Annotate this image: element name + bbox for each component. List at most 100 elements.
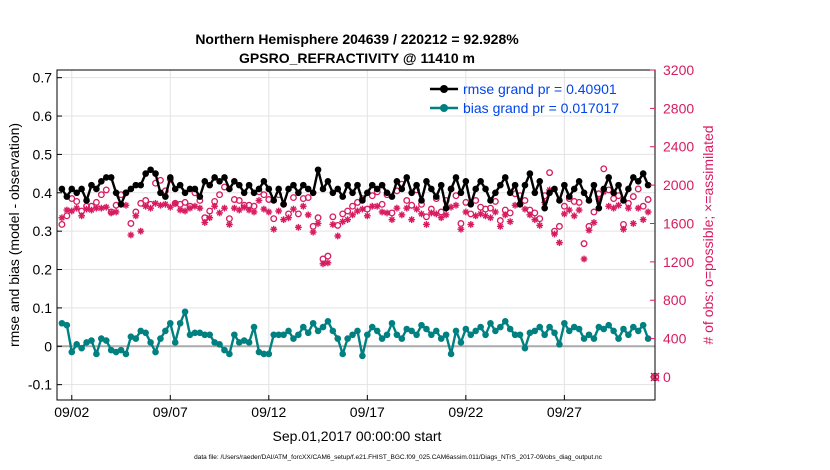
- rmse-point: [423, 177, 430, 185]
- possible-obs-point: [575, 198, 583, 206]
- assimilated-obs-point: [255, 197, 263, 204]
- rmse-point: [344, 181, 351, 189]
- rmse-point: [432, 193, 440, 200]
- possible-obs-point: [403, 197, 411, 204]
- y-tick-label-right: 2000: [663, 177, 694, 193]
- assimilated-obs-point: [388, 216, 396, 224]
- assimilated-obs-point: [216, 209, 223, 217]
- rmse-point: [270, 197, 278, 204]
- bias-point: [452, 327, 460, 335]
- assimilated-obs-point: [176, 206, 184, 214]
- asterisk-stroke: [630, 220, 637, 227]
- rmse-point: [501, 174, 509, 181]
- assimilated-obs-point: [265, 208, 273, 216]
- asterisk-stroke: [581, 256, 587, 262]
- bias-point: [299, 323, 307, 331]
- rmse-point: [354, 181, 361, 189]
- asterisk-stroke: [211, 203, 218, 210]
- rmse-point: [73, 189, 81, 197]
- legend-rmse-marker: [440, 85, 448, 93]
- asterisk-stroke: [261, 206, 267, 212]
- bias-point: [511, 331, 519, 339]
- asterisk-stroke: [246, 207, 252, 213]
- asterisk-stroke: [73, 205, 80, 212]
- rmse-point: [191, 185, 199, 193]
- asterisk-stroke: [137, 228, 144, 235]
- bias-point: [349, 331, 356, 339]
- asterisk-stroke: [147, 205, 154, 212]
- asterisk-stroke: [349, 211, 356, 218]
- bias-point: [319, 323, 327, 331]
- asterisk-stroke: [241, 204, 248, 211]
- possible-obs-point: [309, 222, 317, 230]
- rmse-point: [102, 174, 110, 181]
- assimilated-obs-point: [383, 209, 391, 217]
- possible-obs-point: [324, 252, 332, 260]
- asterisk-stroke: [492, 209, 499, 215]
- bias-point: [354, 327, 361, 335]
- asterisk-stroke: [566, 207, 573, 213]
- bias-point: [536, 323, 544, 331]
- rmse-point: [240, 189, 248, 197]
- bias-point: [423, 325, 430, 333]
- assimilated-obs-point: [122, 201, 130, 209]
- bias-point: [176, 319, 184, 327]
- assimilated-obs-point: [161, 200, 169, 208]
- possible-obs-point: [314, 214, 322, 222]
- rmse-point: [418, 197, 425, 204]
- asterisk-stroke: [265, 209, 272, 215]
- rmse-point: [590, 181, 598, 189]
- bias-point: [157, 335, 164, 342]
- bias-point: [600, 325, 608, 333]
- rmse-point: [166, 174, 174, 181]
- assimilated-obs-point: [250, 208, 258, 216]
- possible-obs-point: [127, 220, 135, 227]
- bias-point: [275, 331, 282, 339]
- assimilated-obs-point: [147, 204, 154, 212]
- left-axis: -0.1 0 0.1 0.2 0.3 0.4 0.5 0.6 0.7: [28, 70, 62, 393]
- assimilated-obs-point: [171, 199, 179, 207]
- asterisk-stroke: [610, 205, 617, 212]
- rmse-point: [536, 177, 544, 185]
- asterisk-stroke: [364, 212, 371, 219]
- asterisk-stroke: [433, 211, 440, 217]
- assimilated-obs-point: [58, 214, 66, 222]
- asterisk-stroke: [453, 202, 459, 209]
- bias-point: [265, 350, 273, 358]
- asterisk-stroke: [477, 211, 484, 217]
- y-tick-label-right: 2800: [663, 100, 694, 116]
- bias-point: [63, 321, 71, 329]
- possible-obs-point: [216, 191, 224, 199]
- asterisk-stroke: [152, 200, 159, 207]
- asterisk-stroke: [270, 226, 277, 233]
- bias-point: [122, 350, 130, 358]
- rmse-point: [216, 177, 223, 185]
- bias-point: [590, 335, 598, 342]
- assimilated-obs-point: [73, 204, 81, 212]
- bias-point: [467, 331, 475, 339]
- possible-obs-point: [349, 202, 357, 210]
- rmse-point: [634, 177, 642, 185]
- asterisk-stroke: [359, 206, 366, 212]
- bias-point: [561, 319, 568, 327]
- rmse-point: [285, 185, 292, 193]
- assimilated-obs-point: [211, 202, 219, 210]
- assimilated-obs-point: [615, 201, 622, 209]
- rmse-point: [462, 177, 470, 185]
- assimilated-obs-point: [260, 205, 268, 213]
- rmse-point: [413, 181, 420, 189]
- assimilated-obs-point: [329, 221, 337, 228]
- asterisk-stroke: [482, 212, 489, 219]
- asterisk-stroke: [315, 220, 321, 227]
- asterisk-stroke: [172, 200, 179, 207]
- rmse-point: [359, 197, 366, 204]
- rmse-point: [181, 189, 189, 197]
- assimilated-obs-point: [418, 210, 425, 218]
- rmse-point: [630, 174, 637, 181]
- rmse-point: [117, 201, 125, 208]
- asterisk-stroke: [571, 212, 578, 219]
- assimilated-obs-point: [620, 225, 627, 233]
- bias-point: [413, 331, 420, 339]
- assimilated-obs-point: [452, 201, 460, 209]
- bias-point: [88, 337, 95, 344]
